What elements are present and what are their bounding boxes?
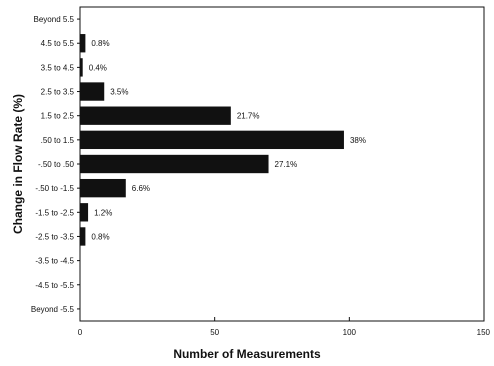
x-axis-title: Number of Measurements	[173, 347, 321, 361]
bar-data-label: 1.2%	[94, 208, 112, 217]
y-tick-label: -2.5 to -3.5	[35, 232, 74, 241]
bar-data-label: 0.4%	[89, 63, 107, 72]
bar	[80, 34, 86, 53]
y-tick-label: 1.5 to 2.5	[41, 112, 75, 121]
data-labels: 0.8% 0.4% 3.5% 21.7% 38% 27.1% 6.6% 1.2% 0.8%	[89, 39, 366, 241]
y-tick-label: -.50 to .50	[38, 160, 75, 169]
y-tick-label: 2.5 to 3.5	[41, 88, 75, 97]
bar-data-label: 3.5%	[110, 88, 128, 97]
x-tick-label: 150	[477, 328, 491, 337]
y-tick-label: -1.5 to -2.5	[35, 208, 74, 217]
bar-data-label: 21.7%	[237, 112, 260, 121]
y-tick-labels: Beyond 5.5 4.5 to 5.5 3.5 to 4.5 2.5 to 3.5…	[31, 15, 80, 314]
bar	[80, 130, 344, 150]
bar	[80, 154, 269, 174]
y-tick-label: 4.5 to 5.5	[41, 39, 75, 48]
bar-data-label: 0.8%	[91, 232, 109, 241]
y-tick-label: Beyond -5.5	[31, 305, 75, 314]
bar-data-label: 0.8%	[91, 39, 109, 48]
bar-data-label: 6.6%	[132, 184, 150, 193]
plot-area: Beyond 5.5 4.5 to 5.5 3.5 to 4.5 2.5 to 3.5…	[31, 6, 491, 337]
y-tick-label: -3.5 to -4.5	[35, 257, 74, 266]
bar	[80, 178, 126, 198]
x-tick-label: 50	[210, 328, 219, 337]
y-tick-label: .50 to 1.5	[41, 136, 75, 145]
y-axis-title: Change in Flow Rate (%)	[11, 94, 25, 234]
bars-layer	[80, 34, 344, 246]
y-tick-label: -4.5 to -5.5	[35, 281, 74, 290]
bar	[80, 227, 86, 246]
bar	[80, 106, 231, 125]
bar	[80, 58, 83, 77]
bar-data-label: 38%	[350, 136, 366, 145]
y-tick-label: Beyond 5.5	[34, 15, 75, 24]
x-tick-label: 0	[78, 328, 83, 337]
y-tick-label: 3.5 to 4.5	[41, 63, 75, 72]
bar	[80, 203, 89, 222]
bar-data-label: 27.1%	[275, 160, 298, 169]
x-tick-label: 100	[343, 328, 357, 337]
bar	[80, 82, 105, 101]
x-ticks: 0 50 100 150	[78, 317, 491, 337]
y-tick-label: -.50 to -1.5	[35, 184, 74, 193]
